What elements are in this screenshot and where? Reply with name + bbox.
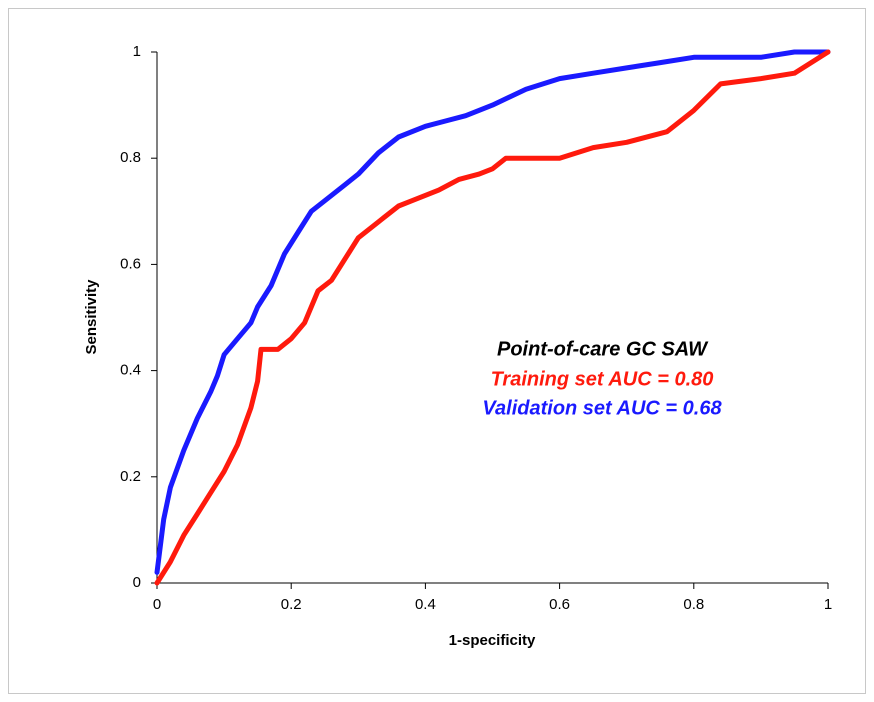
y-tick-label: 1 [133,43,141,60]
annotation: Point-of-care GC SAW [497,338,709,360]
y-tick-label: 0 [133,574,141,591]
legend-entry: Training set AUC = 0.80 [491,368,714,390]
y-tick-label: 0.2 [120,468,141,485]
legend-entry: Validation set AUC = 0.68 [482,397,722,419]
x-tick-label: 0.4 [415,596,436,613]
y-tick-label: 0.4 [120,362,141,379]
x-tick-label: 0 [153,596,161,613]
roc-line [154,49,831,575]
y-tick-label: 0.6 [120,255,141,272]
x-tick-label: 0.2 [281,596,302,613]
x-tick-label: 0.6 [549,596,570,613]
y-axis-label: Sensitivity [83,279,100,355]
x-tick-label: 1 [824,596,832,613]
y-tick-label: 0.8 [120,149,141,166]
x-tick-label: 0.8 [683,596,704,613]
x-axis-label: 1-specificity [449,632,536,649]
roc-line [154,49,831,586]
